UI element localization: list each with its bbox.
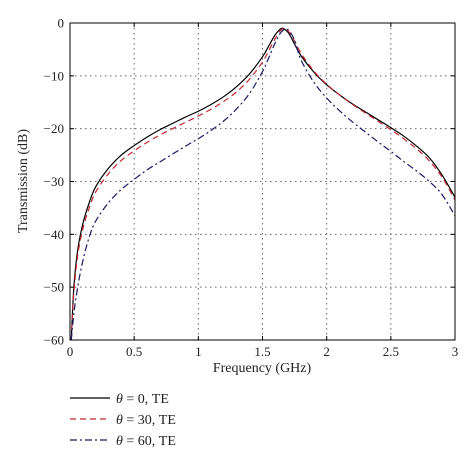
legend-label-text: = 0, TE [123,392,169,407]
legend-label-2: θ = 60, TE [116,434,176,449]
y-tick-label: −10 [44,68,64,83]
legend-theta-symbol: θ [116,392,123,407]
y-tick-label: −40 [44,227,64,242]
ticks [69,22,456,341]
legend-label-0: θ = 0, TE [116,392,169,407]
y-tick-label: −50 [44,280,64,295]
y-tick-label: −30 [44,174,64,189]
tick-labels: 0 0.5 1 1.5 2 2.5 3 0 −10 −20 −30 −40 −50 −60 [44,16,459,360]
x-tick-label: 0 [67,344,74,359]
y-tick-label: 0 [58,16,65,31]
x-tick-label: 1.5 [254,344,270,359]
y-tick-label: −60 [44,333,64,348]
x-tick-label: 3 [452,344,459,359]
y-tick-label: −20 [44,121,64,136]
x-tick-label: 0.5 [126,344,142,359]
legend-label-1: θ = 30, TE [116,413,176,428]
x-axis-label: Frequency (GHz) [213,361,312,376]
series-line-2 [70,28,456,341]
x-tick-label: 2 [323,344,330,359]
x-tick-label: 2.5 [383,344,399,359]
grid [70,23,455,340]
y-axis-label: Transmission (dB) [16,129,31,233]
x-tick-label: 1 [195,344,202,359]
series-line-0 [70,27,456,341]
legend-label-text: = 30, TE [123,413,176,428]
legend-label-text: = 60, TE [123,434,176,449]
series-layer [70,27,456,341]
legend-theta-symbol: θ [116,413,123,428]
legend: θ = 0, TEθ = 30, TEθ = 60, TE [70,392,176,449]
legend-theta-symbol: θ [116,434,123,449]
series-line-1 [70,28,456,341]
